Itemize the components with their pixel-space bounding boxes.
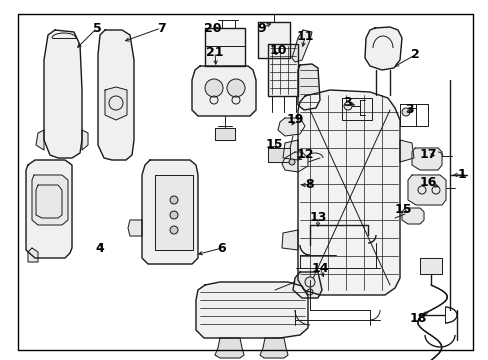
Circle shape [401, 108, 409, 116]
Polygon shape [44, 30, 82, 158]
Polygon shape [82, 130, 88, 150]
Polygon shape [128, 220, 142, 236]
Text: 15: 15 [264, 139, 282, 152]
Polygon shape [192, 66, 256, 116]
Polygon shape [282, 152, 307, 172]
Text: 1: 1 [457, 168, 466, 181]
Circle shape [170, 226, 178, 234]
Polygon shape [291, 30, 311, 62]
Text: 7: 7 [156, 22, 165, 35]
Polygon shape [401, 208, 423, 224]
Text: 5: 5 [92, 22, 101, 35]
Circle shape [170, 196, 178, 204]
Polygon shape [36, 130, 44, 150]
Polygon shape [399, 140, 413, 162]
Text: 11: 11 [296, 30, 313, 42]
Polygon shape [26, 160, 72, 258]
Polygon shape [419, 258, 441, 274]
Text: 2: 2 [410, 49, 419, 62]
Circle shape [288, 159, 294, 165]
Polygon shape [155, 175, 193, 250]
Polygon shape [98, 30, 134, 160]
Polygon shape [411, 148, 441, 170]
Text: 19: 19 [286, 113, 303, 126]
Polygon shape [283, 140, 297, 160]
Polygon shape [364, 27, 401, 70]
Text: 15: 15 [393, 203, 411, 216]
Polygon shape [267, 148, 289, 162]
Text: 4: 4 [96, 242, 104, 255]
Polygon shape [267, 44, 297, 96]
Circle shape [204, 79, 223, 97]
Text: 9: 9 [257, 22, 266, 35]
Polygon shape [215, 128, 235, 140]
Text: 17: 17 [418, 148, 436, 162]
Polygon shape [215, 338, 244, 358]
Polygon shape [28, 248, 38, 262]
Text: 3: 3 [343, 96, 351, 109]
Polygon shape [196, 282, 307, 338]
Polygon shape [297, 90, 399, 295]
Text: 3: 3 [405, 104, 413, 117]
Text: 6: 6 [217, 242, 226, 255]
Polygon shape [282, 230, 297, 250]
Circle shape [170, 211, 178, 219]
Circle shape [305, 277, 314, 287]
Text: 20: 20 [204, 22, 221, 35]
Polygon shape [258, 22, 289, 58]
Polygon shape [32, 175, 68, 225]
Text: 10: 10 [269, 44, 286, 57]
Text: 13: 13 [309, 211, 326, 225]
Text: 18: 18 [408, 311, 426, 324]
Polygon shape [105, 87, 127, 120]
Text: 14: 14 [311, 261, 328, 274]
Text: 21: 21 [206, 45, 224, 58]
Polygon shape [260, 338, 287, 358]
Polygon shape [142, 160, 198, 264]
Circle shape [226, 79, 244, 97]
Circle shape [343, 102, 351, 110]
Text: 16: 16 [418, 176, 436, 189]
Polygon shape [292, 272, 321, 298]
Polygon shape [204, 28, 244, 66]
Polygon shape [278, 118, 305, 136]
Text: 8: 8 [305, 179, 314, 192]
Text: 12: 12 [296, 148, 313, 162]
Polygon shape [407, 175, 445, 205]
Polygon shape [297, 64, 319, 110]
